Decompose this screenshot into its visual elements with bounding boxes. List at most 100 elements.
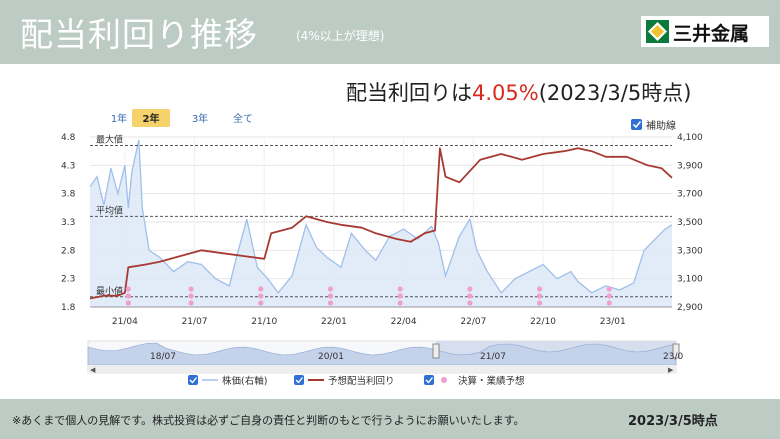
legend-checkbox xyxy=(424,375,434,385)
yield-summary: 配当利回りは4.05%(2023/3/5時点) xyxy=(346,77,691,107)
range-button-1[interactable]: 2年 xyxy=(132,109,170,127)
y-right-tick-label: 2,900 xyxy=(677,303,703,313)
range-button-label[interactable]: 1年 xyxy=(111,112,127,125)
price-line xyxy=(89,139,673,294)
y-right-tick-label: 3,900 xyxy=(677,161,703,171)
earnings-marker xyxy=(467,286,473,292)
y-left-tick-label: 4.3 xyxy=(61,161,75,171)
x-tick-label: 22/10 xyxy=(530,317,556,327)
x-tick-label: 22/07 xyxy=(460,317,486,327)
navigator-handle-right xyxy=(672,343,680,359)
legend-item-0[interactable]: 株価(右軸) xyxy=(188,375,267,387)
legend-checkbox xyxy=(188,375,198,385)
navigator-label: 23/0 xyxy=(663,352,683,362)
y-right-tick-label: 3,700 xyxy=(677,190,703,200)
y-left-tick-label: 4.8 xyxy=(61,133,76,143)
price-series xyxy=(89,139,673,307)
navigator-series xyxy=(87,342,677,366)
x-tick-label: 23/01 xyxy=(600,317,626,327)
yield-summary-value: 4.05% xyxy=(472,81,539,105)
y-right-tick-label: 4,100 xyxy=(677,133,703,143)
earnings-marker xyxy=(397,293,403,299)
y-right-tick-label: 3,100 xyxy=(677,275,703,285)
earnings-marker xyxy=(258,286,264,292)
earnings-marker xyxy=(258,300,264,306)
disclaimer-note: ※あくまで個人の見解です。株式投資は必ずご自身の責任と判断のもとで行うようにお願… xyxy=(12,414,525,427)
earnings-marker xyxy=(536,293,543,299)
earnings-marker xyxy=(397,286,403,292)
reference-label-min: 最小値 xyxy=(96,285,123,297)
check-icon xyxy=(632,120,642,129)
yield-summary-date: (2023/3/5時点) xyxy=(538,81,692,105)
reference-label-avg: 平均値 xyxy=(96,204,123,216)
earnings-markers xyxy=(125,286,612,306)
page-title: 配当利回り推移 xyxy=(20,15,258,54)
legend-label: 決算・業績予想 xyxy=(458,375,525,387)
navigator-label: 20/01 xyxy=(318,352,344,362)
price-area-fill xyxy=(90,139,672,307)
earnings-marker xyxy=(188,300,194,306)
y-left-tick-label: 1.8 xyxy=(61,303,76,313)
page-subtitle: (4%以上が理想) xyxy=(296,29,385,43)
earnings-marker xyxy=(327,300,334,306)
yield-summary-prefix: 配当利回りは xyxy=(346,81,472,105)
earnings-marker xyxy=(188,293,194,299)
y-right-tick-label: 3,300 xyxy=(677,246,703,256)
earnings-marker xyxy=(258,293,264,299)
yield-line xyxy=(89,147,673,300)
earnings-marker xyxy=(397,300,403,306)
earnings-marker xyxy=(125,286,131,292)
company-logo: 三井金属 xyxy=(641,16,769,47)
y-left-tick-label: 2.3 xyxy=(61,275,75,285)
footer-date: 2023/3/5時点 xyxy=(628,414,718,429)
scroll-left-icon: ◀ xyxy=(90,366,96,374)
earnings-marker xyxy=(606,286,612,292)
range-button-label[interactable]: 3年 xyxy=(192,112,208,125)
range-button-0[interactable]: 1年 xyxy=(111,112,127,125)
y-right-tick-label: 3,500 xyxy=(677,218,703,228)
navigator-label: 21/07 xyxy=(480,352,506,362)
y-left-tick-label: 3.3 xyxy=(61,218,75,228)
footer-bar: ※あくまで個人の見解です。株式投資は必ずご自身の責任と判断のもとで行うようにお願… xyxy=(0,399,780,439)
check-icon xyxy=(189,377,198,384)
check-icon xyxy=(295,377,304,384)
earnings-marker xyxy=(327,286,334,292)
aux-line-toggle[interactable]: 補助線 xyxy=(631,119,676,132)
range-button-2[interactable]: 3年 xyxy=(192,112,208,125)
navigator-handle-left xyxy=(432,343,440,359)
earnings-marker xyxy=(536,300,543,306)
company-logo-icon xyxy=(646,20,669,43)
header-bar: 配当利回り推移 (4%以上が理想) 三井金属 xyxy=(0,0,780,64)
x-tick-label: 22/04 xyxy=(391,317,417,327)
earnings-marker xyxy=(467,300,473,306)
range-navigator[interactable]: 18/07 20/01 21/07 23/0 ◀ ▶ xyxy=(87,340,683,374)
earnings-marker xyxy=(536,286,543,292)
range-button-label[interactable]: 全て xyxy=(233,112,253,125)
legend-item-1[interactable]: 予想配当利回り xyxy=(294,375,395,387)
x-tick-label: 21/07 xyxy=(182,317,208,327)
chart-frame: 1年 2年 3年 全て 補助線 最大値 平均値 最小値 1.8 2,900 2.3 3,100 2… xyxy=(60,105,716,395)
legend-item-2[interactable]: 決算・業績予想 xyxy=(424,375,525,387)
earnings-marker xyxy=(327,293,334,299)
x-tick-label: 21/10 xyxy=(251,317,277,327)
legend-label: 株価(右軸) xyxy=(222,375,267,387)
earnings-marker xyxy=(125,300,131,306)
range-selector: 1年 2年 3年 全て xyxy=(111,109,253,127)
x-tick-label: 22/01 xyxy=(321,317,347,327)
scroll-right-icon: ▶ xyxy=(668,366,674,374)
earnings-marker xyxy=(467,293,473,299)
y-left-tick-label: 2.8 xyxy=(61,246,76,256)
chart-axes: 1.8 2,900 2.3 3,100 2.8 3,300 3.3 3,500 3.8 3,700… xyxy=(61,133,703,327)
earnings-marker xyxy=(606,300,612,306)
legend-swatch xyxy=(441,377,447,383)
legend-checkbox xyxy=(294,375,304,385)
y-left-tick-label: 3.8 xyxy=(61,190,76,200)
range-button-3[interactable]: 全て xyxy=(233,112,253,125)
range-button-label[interactable]: 2年 xyxy=(143,112,160,125)
check-icon xyxy=(425,377,434,384)
x-tick-label: 21/04 xyxy=(112,317,138,327)
aux-line-checkbox[interactable] xyxy=(631,119,642,130)
yield-series xyxy=(89,147,673,300)
